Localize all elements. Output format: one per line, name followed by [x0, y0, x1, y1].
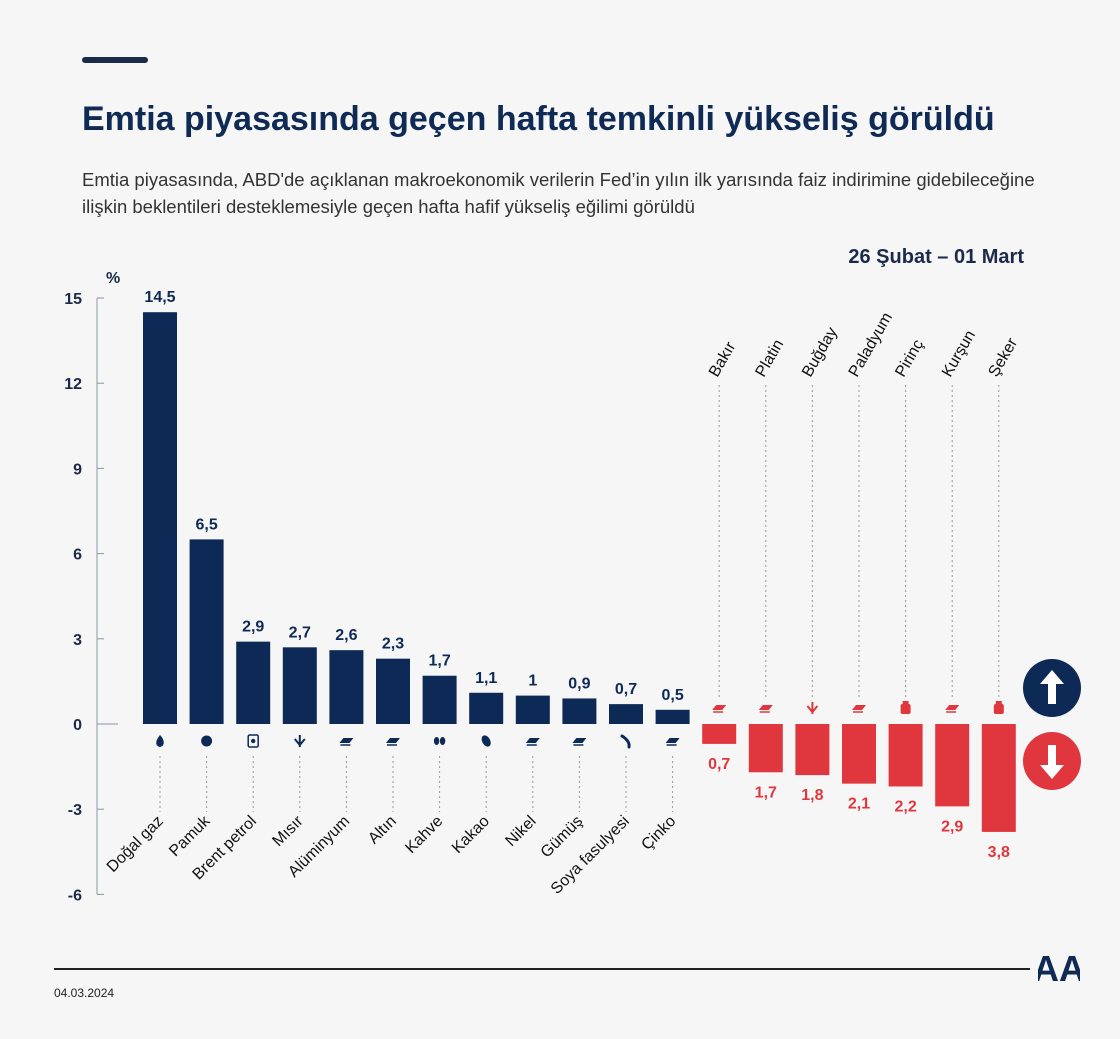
bar-value-label: 0,7: [708, 756, 730, 773]
bar-value-label: 0,9: [568, 675, 590, 692]
metal-ingot-icon: [386, 738, 400, 746]
coffee-bean-icon: [433, 737, 446, 745]
bar: [795, 724, 830, 776]
rice-sack-icon: [900, 701, 911, 714]
soybean-icon: [620, 734, 631, 749]
bar: [143, 312, 177, 724]
page-subtitle: Emtia piyasasında, ABD'de açıklanan makr…: [82, 169, 1035, 217]
category-label: Şeker: [986, 335, 1022, 380]
bar: [702, 724, 737, 744]
bar: [469, 692, 504, 724]
y-axis-unit-label: %: [106, 270, 121, 287]
bar: [282, 647, 317, 724]
metal-ingot-icon: [852, 705, 866, 713]
bar-value-label: 2,9: [242, 619, 264, 636]
bar: [981, 724, 1016, 832]
bar-value-label: 1,8: [801, 787, 823, 804]
category-label: Doğal gaz: [104, 813, 167, 876]
metal-ingot-icon: [525, 738, 540, 746]
bar-value-label: 1,7: [755, 784, 777, 801]
y-tick-label: -3: [68, 802, 82, 819]
metal-ingot-icon: [665, 738, 680, 746]
sugar-sack-icon: [993, 701, 1004, 714]
category-label: Mısır: [269, 812, 307, 850]
category-label: Nikel: [502, 813, 539, 850]
bar: [935, 724, 970, 807]
bar: [329, 650, 364, 724]
corn-icon: [294, 735, 306, 747]
accent-bar: [82, 57, 148, 63]
y-tick-label: 9: [73, 461, 82, 478]
bar-value-label: 0,7: [615, 681, 637, 698]
aa-logo-text: AA: [1038, 948, 1080, 986]
flame-icon: [156, 735, 164, 747]
metal-ingot-icon: [572, 738, 587, 746]
arrow-up-icon: [1023, 659, 1081, 717]
category-label: Buğday: [799, 325, 841, 380]
bar-value-label: 2,7: [289, 624, 311, 641]
bar: [655, 709, 690, 724]
bar: [376, 658, 410, 724]
metal-ingot-icon: [945, 705, 960, 713]
category-label: Kahve: [402, 813, 446, 857]
metal-ingot-icon: [339, 738, 354, 746]
metal-ingot-icon: [758, 705, 773, 713]
bar-value-label: 6,5: [195, 516, 217, 533]
page-title: Emtia piyasasında geçen hafta temkinli y…: [82, 100, 995, 138]
bar-value-label: 2,9: [941, 818, 963, 835]
category-label: Platin: [753, 337, 788, 380]
y-tick-label: 12: [64, 376, 82, 393]
bar-value-label: 2,1: [848, 796, 870, 813]
y-tick-label: -6: [68, 887, 82, 904]
bar: [422, 675, 457, 724]
wheat-icon: [806, 702, 819, 714]
bar-value-label: 1,7: [428, 653, 450, 670]
bar: [609, 704, 643, 724]
oil-barrel-icon: [247, 734, 259, 748]
category-label: Çinko: [638, 813, 679, 854]
category-label: Bakır: [706, 339, 740, 380]
arrow-down-icon: [1023, 732, 1081, 790]
bar: [189, 539, 224, 724]
bar: [748, 724, 783, 773]
bar-value-label: 2,6: [335, 627, 357, 644]
footer-date: 04.03.2024: [54, 986, 115, 1000]
bar-value-label: 1,1: [475, 670, 497, 687]
bar: [562, 698, 597, 724]
metal-ingot-icon: [712, 705, 727, 713]
category-label: Paladyum: [846, 310, 896, 380]
y-tick-label: 6: [73, 547, 82, 564]
y-tick-label: 0: [73, 717, 82, 734]
cocoa-icon: [481, 735, 491, 747]
category-label: Altın: [365, 813, 400, 848]
footer-divider: [54, 968, 1030, 970]
category-label: Kakao: [449, 813, 493, 857]
cotton-icon: [201, 735, 213, 747]
category-label: Kurşun: [939, 328, 979, 380]
bar: [515, 695, 550, 724]
aa-logo: AA: [1038, 948, 1080, 986]
y-tick-label: 3: [73, 632, 82, 649]
bar: [236, 641, 271, 724]
bar-value-label: 3,8: [988, 844, 1010, 861]
bar: [842, 724, 876, 784]
bar-value-label: 1: [528, 673, 537, 690]
bar-value-label: 2,3: [382, 636, 404, 653]
bar-value-label: 14,5: [144, 289, 175, 306]
y-tick-label: 15: [64, 291, 82, 308]
bar: [888, 724, 923, 787]
category-label: Pirinç: [892, 337, 927, 380]
date-range: 26 Şubat – 01 Mart: [848, 246, 1024, 268]
bar-value-label: 2,2: [894, 798, 916, 815]
bar-value-label: 0,5: [661, 687, 683, 704]
